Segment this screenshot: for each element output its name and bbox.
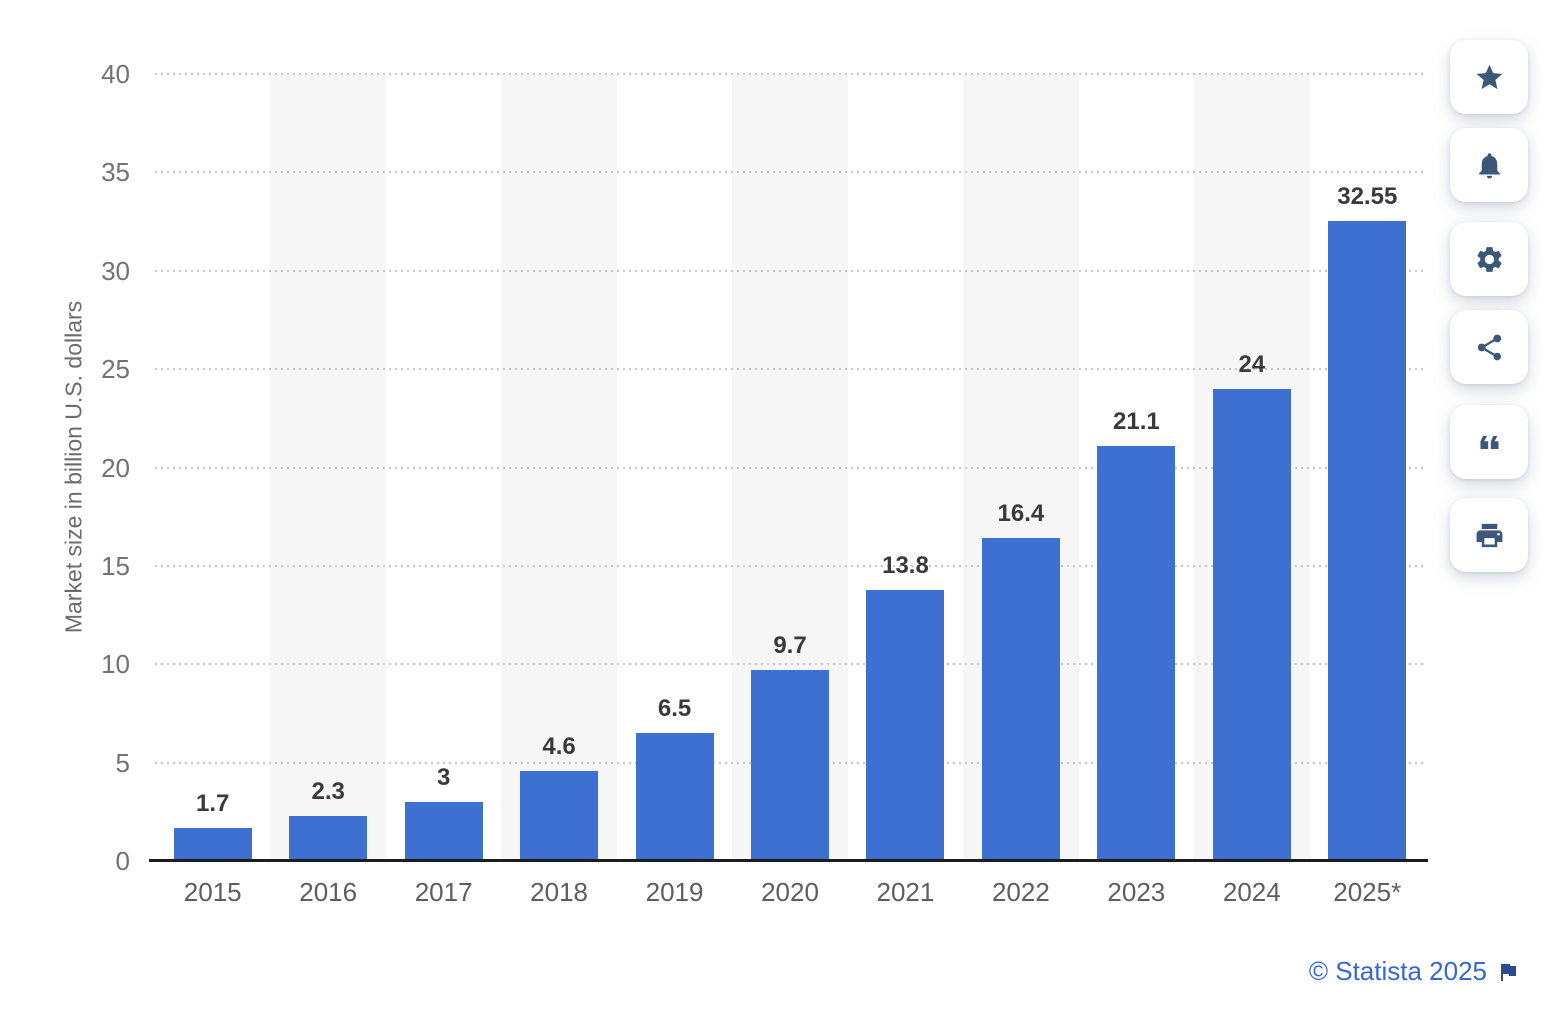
bar [1212,388,1291,861]
x-axis-category-label: 2022 [991,877,1050,907]
x-axis-line [149,859,1428,862]
bar-value-label: 1.7 [196,789,230,817]
bar-value-label: 21.1 [1113,407,1160,435]
toolbar-button-cite[interactable] [1450,405,1528,479]
footer: © Statista 2025 [1309,956,1520,987]
toolbar-button-share[interactable] [1450,310,1528,384]
y-axis-tick-label: 25 [101,354,130,385]
bar [981,538,1060,861]
gear-icon [1474,244,1505,275]
x-axis-category-label: 2021 [876,877,935,907]
bar-value-label: 16.4 [997,500,1045,528]
bar [751,670,829,861]
toolbar-button-alert[interactable] [1450,128,1528,202]
gridline [155,73,1425,75]
x-axis-category-label: 2018 [530,877,588,907]
plot-area: 1.7 2.3 3 4.6 6.5 9.7 13.8 16.4 21.1 24 32.55 [149,73,1428,862]
gridline [155,368,1425,371]
bar [404,801,483,861]
x-axis-category-label: 2017 [414,877,473,907]
x-axis-category-label: 2016 [299,877,358,907]
print-icon [1474,520,1505,551]
bell-icon [1474,150,1505,181]
quote-icon [1474,427,1505,458]
y-axis-tick-label: 10 [101,649,130,680]
bar-value-label: 13.8 [882,551,929,579]
y-axis-tick-label: 40 [101,59,130,89]
flag-icon[interactable] [1496,960,1520,984]
bar-value-label: 3 [436,763,451,791]
gridline [155,564,1425,567]
x-axis-category-label: 2020 [761,877,819,907]
x-axis-category-label: 2015 [183,877,242,907]
x-axis-category-label: 2023 [1107,877,1166,907]
y-axis-tick-label: 20 [101,452,130,483]
star-icon [1474,62,1505,93]
bar-value-label: 9.7 [773,632,807,660]
bar [1097,445,1176,861]
y-axis-tick-label: 0 [115,846,130,876]
bar [520,770,599,861]
x-axis-category-label: 2025* [1333,877,1402,907]
bar-value-label: 24 [1238,350,1266,378]
gridline [155,466,1425,469]
bar [173,827,252,861]
share-icon [1474,332,1505,363]
y-axis-tick-label: 35 [101,157,130,188]
toolbar-button-print[interactable] [1450,498,1528,572]
bar-value-label: 2.3 [311,777,345,805]
gridline [155,663,1425,666]
bar [289,815,368,861]
bar [1328,220,1407,861]
gridline [155,269,1425,272]
bar-value-label: 4.6 [542,732,576,760]
toolbar-button-settings[interactable] [1450,222,1528,296]
x-axis-category-label: 2019 [645,877,704,907]
bar [635,733,714,861]
y-axis-tick-label: 15 [101,550,130,581]
bar-value-label: 32.55 [1337,182,1398,210]
y-axis-tick-label: 30 [101,255,130,286]
bar [866,589,945,861]
toolbar-button-favorite[interactable] [1450,40,1528,114]
statista-attribution-link[interactable]: © Statista 2025 [1308,956,1487,986]
y-axis-tick-label: 5 [115,747,130,778]
bar-value-label: 6.5 [657,695,692,723]
gridline [155,171,1425,174]
x-axis-category-label: 2024 [1222,877,1281,907]
